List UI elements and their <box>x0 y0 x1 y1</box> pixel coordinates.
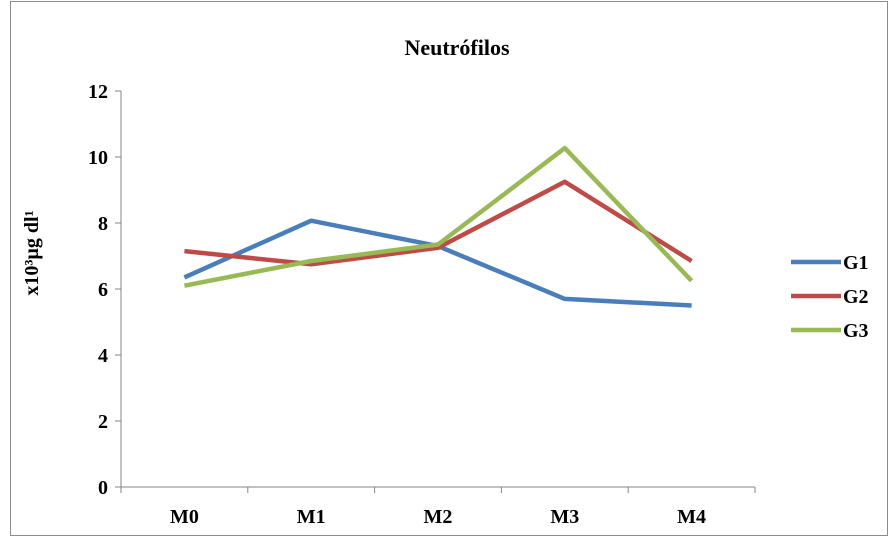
legend-item-g2: G2 <box>791 286 869 308</box>
y-tick-label: 10 <box>88 147 108 169</box>
x-tick-label: M3 <box>550 506 579 528</box>
legend-label: G3 <box>843 320 869 342</box>
x-tick-label: M2 <box>424 506 453 528</box>
legend-item-g3: G3 <box>791 320 869 342</box>
x-tick-label: M0 <box>170 506 199 528</box>
x-tick-label: M1 <box>297 506 326 528</box>
chart-title: Neutrófilos <box>404 35 510 60</box>
legend: G1 G2 G3 <box>791 252 869 342</box>
series-lines <box>183 145 694 308</box>
series-line-g1 <box>183 218 692 308</box>
legend-label: G2 <box>843 286 869 308</box>
y-tick-label: 6 <box>98 279 108 301</box>
legend-item-g1: G1 <box>791 252 869 274</box>
y-tick-label: 2 <box>98 411 108 433</box>
series-line-g2 <box>184 179 693 267</box>
chart-frame <box>10 1 888 536</box>
y-axis-label: x10³µg dl¹ <box>21 210 43 295</box>
series-line-g3 <box>183 145 694 288</box>
y-tick-label: 0 <box>98 477 108 499</box>
x-tick-label: M4 <box>677 506 706 528</box>
y-tick-label: 12 <box>88 81 108 103</box>
legend-label: G1 <box>843 252 869 274</box>
y-tick-label: 4 <box>98 345 108 367</box>
y-tick-label: 8 <box>98 213 108 235</box>
axes: 0 2 4 6 8 10 12 M0 M1 M2 M3 M4 <box>88 81 756 528</box>
